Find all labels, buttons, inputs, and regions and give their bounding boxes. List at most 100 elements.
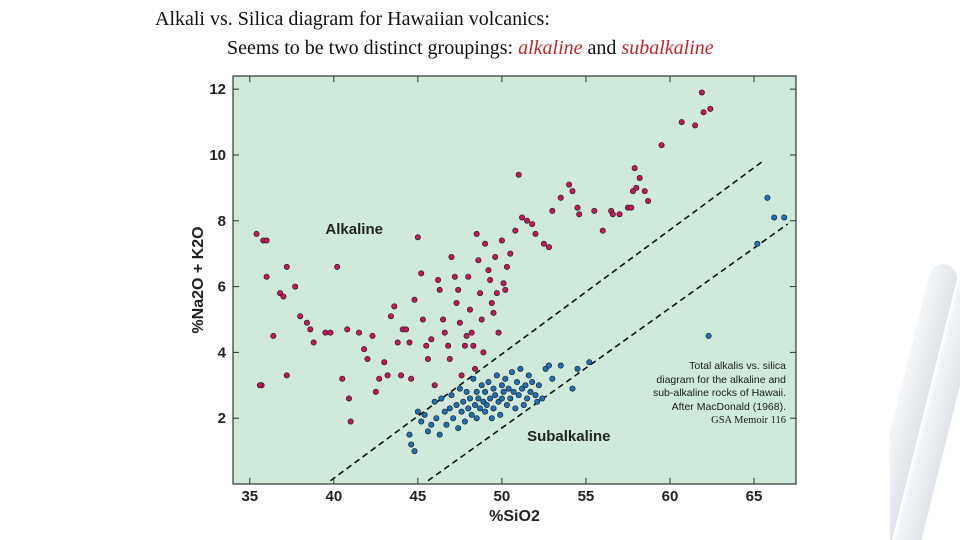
alkaline-point — [356, 329, 363, 336]
subalkaline-point — [424, 428, 431, 435]
subalkaline-point — [549, 375, 556, 382]
subalkaline-point — [514, 378, 521, 385]
alkaline-point — [490, 309, 497, 316]
subalkaline-point — [487, 395, 494, 402]
alkaline-point — [557, 194, 564, 201]
alkaline-point — [283, 263, 290, 270]
alkaline-point — [487, 276, 494, 283]
alkaline-point — [591, 207, 598, 214]
alkaline-point — [616, 211, 623, 218]
subalkaline-point — [502, 375, 509, 382]
alkaline-point — [455, 286, 462, 293]
alkaline-point — [448, 253, 455, 260]
alkaline-point — [465, 273, 472, 280]
alkaline-point — [270, 332, 277, 339]
alkaline-point — [384, 372, 391, 379]
alkaline-point — [398, 372, 405, 379]
subalkaline-point — [517, 365, 524, 372]
subalkaline-point — [448, 392, 455, 399]
alkaline-point — [515, 171, 522, 178]
subalkaline-point — [472, 402, 479, 409]
subalkaline-point — [493, 372, 500, 379]
y-tick-label: 12 — [209, 81, 226, 98]
alkaline-point — [470, 342, 477, 349]
alkaline-point — [512, 227, 519, 234]
alkaline-point — [297, 313, 304, 320]
subalkaline-point — [508, 369, 515, 376]
x-tick-label: 45 — [410, 488, 427, 505]
alkaline-point — [609, 211, 616, 218]
alkaline-point — [477, 290, 484, 297]
alkaline-point — [495, 329, 502, 336]
subalkaline-point — [754, 240, 761, 247]
subalkaline-point — [505, 385, 512, 392]
alkaline-point — [435, 276, 442, 283]
subalkaline-point — [453, 402, 460, 409]
subalkaline-point — [428, 421, 435, 428]
alkaline-point — [428, 336, 435, 343]
alkaline-point — [334, 263, 341, 270]
figure-caption: Total alkalis vs. silica diagram for the… — [652, 360, 786, 428]
alkaline-point — [283, 372, 290, 379]
subalkaline-point — [488, 415, 495, 422]
subalkaline-point — [569, 385, 576, 392]
alkaline-point — [256, 382, 263, 389]
subalkaline-point — [461, 418, 468, 425]
lower-dashed-line — [427, 223, 789, 482]
subalkaline-point — [771, 214, 778, 221]
y-axis-label: %Na2O + K2O — [190, 226, 207, 333]
alkaline-point — [339, 375, 346, 382]
y-tick-label: 2 — [218, 410, 226, 427]
slide-title-line1: Alkali vs. Silica diagram for Hawaiian v… — [155, 8, 550, 30]
subalkaline-point — [465, 405, 472, 412]
subalkaline-point — [485, 378, 492, 385]
alkaline-point — [419, 316, 426, 323]
subalkaline-point — [515, 392, 522, 399]
subalkaline-point — [498, 382, 505, 389]
subalkaline-point — [438, 395, 445, 402]
alkaline-point — [507, 250, 514, 257]
alkaline-point — [498, 237, 505, 244]
y-tick-label: 6 — [218, 279, 226, 296]
subalkaline-point — [524, 395, 531, 402]
alkaline-point — [532, 230, 539, 237]
alkaline-point — [446, 355, 453, 362]
alkaline-point — [468, 329, 475, 336]
subalkaline-point — [446, 405, 453, 412]
subalkaline-point — [436, 431, 443, 438]
alkaline-point — [628, 204, 635, 211]
alkaline-point — [344, 326, 351, 333]
subalkaline-point — [482, 388, 489, 395]
annotation-alkaline: Alkaline — [325, 221, 383, 238]
subalkaline-point — [539, 395, 546, 402]
alkaline-point — [423, 342, 430, 349]
alkaline-point — [263, 273, 270, 280]
alkaline-point — [549, 207, 556, 214]
slide-title-line2: Seems to be two distinct groupings: alka… — [227, 37, 714, 60]
subalkaline-point — [535, 382, 542, 389]
subalkaline-point — [705, 332, 712, 339]
alkaline-point — [345, 395, 352, 402]
alkaline-point — [503, 263, 510, 270]
alkaline-point — [488, 300, 495, 307]
x-tick-label: 55 — [578, 488, 595, 505]
alkaline-point — [369, 332, 376, 339]
subalkaline-point — [557, 362, 564, 369]
alkaline-point — [327, 329, 334, 336]
alkaline-point — [463, 332, 470, 339]
alkaline-point — [424, 355, 431, 362]
title-alkaline: alkaline — [518, 37, 583, 59]
subalkaline-point — [478, 382, 485, 389]
subalkaline-point — [475, 395, 482, 402]
alkaline-point — [307, 326, 314, 333]
x-tick-label: 40 — [325, 488, 342, 505]
alkaline-point — [458, 372, 465, 379]
alkaline-point — [472, 365, 479, 372]
alkaline-point — [692, 122, 699, 129]
subalkaline-point — [433, 415, 440, 422]
alkaline-point — [418, 270, 425, 277]
title-subalkaline: subalkaline — [621, 37, 714, 59]
subalkaline-point — [529, 378, 536, 385]
subalkaline-point — [534, 398, 541, 405]
alkaline-point — [502, 286, 509, 293]
